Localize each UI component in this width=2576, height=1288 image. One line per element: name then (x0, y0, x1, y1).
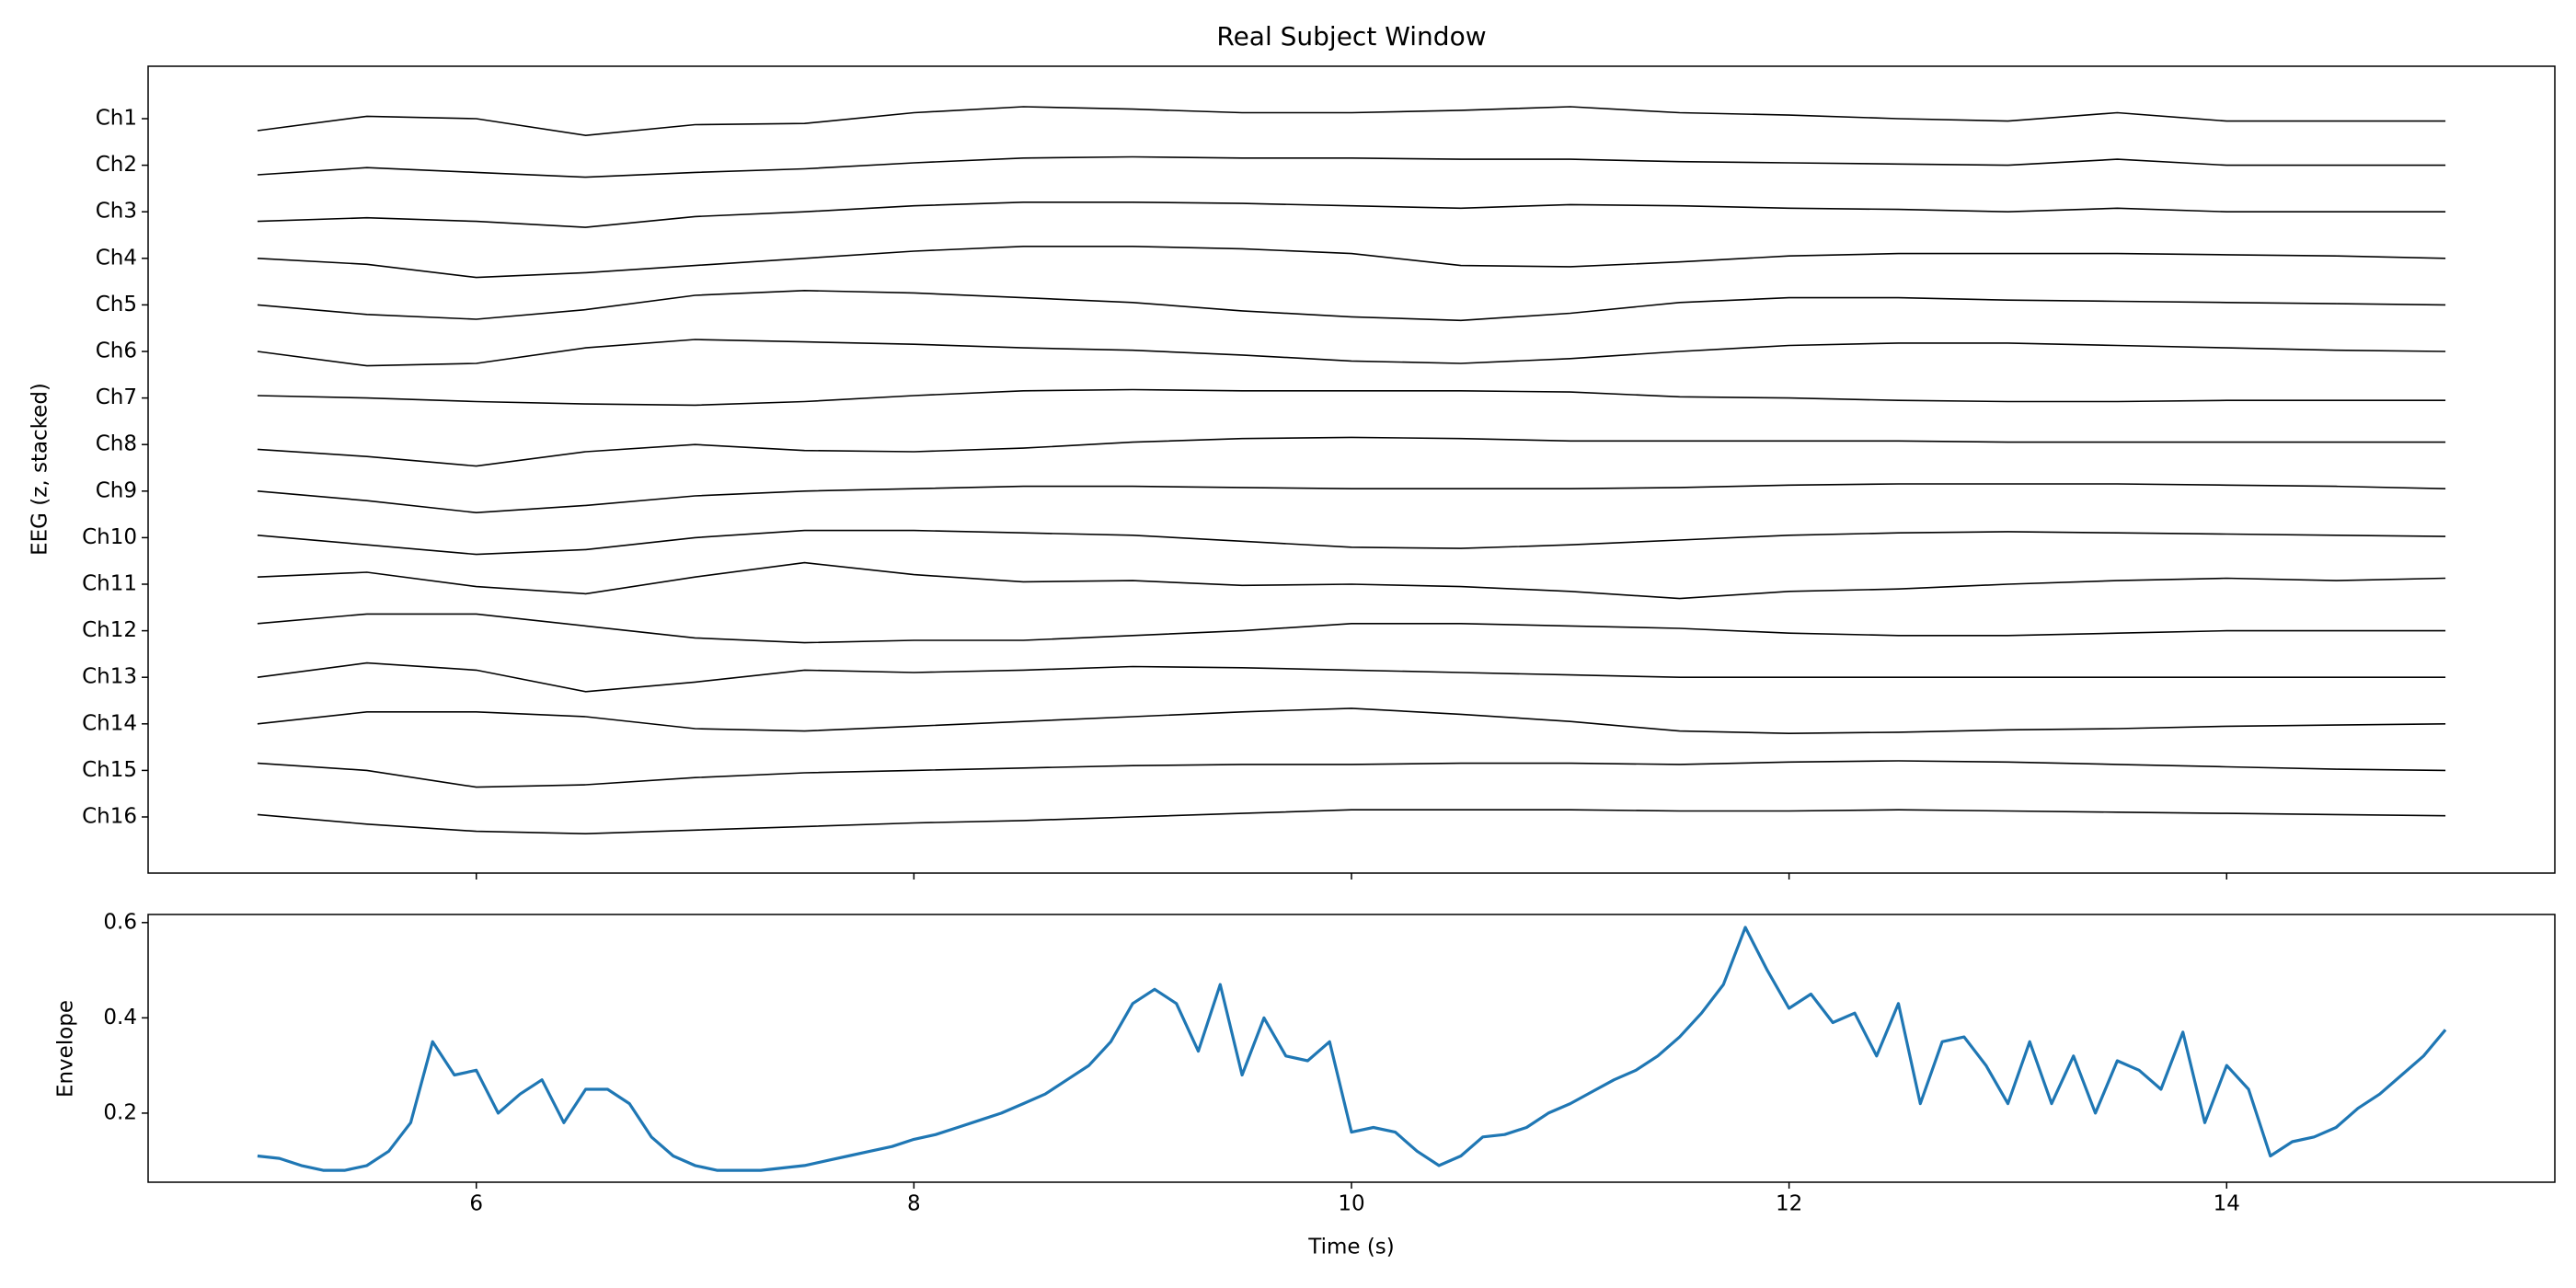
y-tick-label: Ch8 (96, 432, 137, 456)
eeg-trace (257, 106, 2446, 137)
x-tick-label: 12 (1776, 1192, 1802, 1216)
axes-frame (147, 65, 2556, 874)
eeg-trace (257, 661, 2446, 693)
y-axis-label: Envelope (54, 1000, 78, 1098)
eeg-trace (257, 613, 2446, 644)
y-tick-label: Ch1 (96, 107, 137, 131)
eeg-trace (257, 155, 2446, 178)
y-tick-label: Ch15 (82, 758, 137, 782)
y-tick-label: Ch3 (96, 200, 137, 224)
eeg-trace (257, 707, 2446, 735)
eeg-trace (257, 201, 2446, 228)
y-tick-label: Ch4 (96, 246, 137, 270)
y-tick-label: Ch10 (82, 525, 137, 549)
y-tick-label: Ch2 (96, 153, 137, 177)
x-axis-label: Time (s) (1307, 1236, 1395, 1259)
eeg-trace (257, 483, 2446, 514)
x-tick-label: 8 (907, 1192, 921, 1216)
eeg-trace (257, 436, 2446, 467)
eeg-trace (257, 561, 2446, 600)
chart-title: Real Subject Window (1216, 21, 1486, 52)
eeg-trace (257, 289, 2446, 322)
eeg-trace (257, 809, 2446, 835)
y-tick-label: Ch5 (96, 293, 137, 316)
eeg-trace (257, 388, 2446, 407)
x-tick-label: 10 (1338, 1192, 1364, 1216)
y-tick-label: 0.6 (103, 910, 137, 934)
y-axis-label: EEG (z, stacked) (29, 383, 52, 556)
y-tick-label: Ch16 (82, 805, 137, 829)
y-tick-label: Ch14 (82, 711, 137, 735)
y-tick-label: 0.4 (103, 1006, 137, 1029)
axes-frame (147, 914, 2556, 1183)
y-tick-label: 0.2 (103, 1100, 137, 1124)
y-tick-label: Ch12 (82, 618, 137, 642)
eeg-trace (257, 246, 2446, 279)
x-tick-label: 6 (469, 1192, 483, 1216)
y-tick-label: Ch7 (96, 385, 137, 409)
envelope-line (257, 926, 2447, 1172)
eeg-trace (257, 760, 2446, 788)
y-tick-label: Ch6 (96, 339, 137, 363)
y-tick-label: Ch11 (82, 572, 137, 596)
y-tick-label: Ch13 (82, 665, 137, 689)
eeg-trace (257, 529, 2446, 556)
eeg-trace (257, 339, 2446, 367)
y-tick-label: Ch9 (96, 478, 137, 502)
x-tick-label: 14 (2214, 1192, 2240, 1216)
